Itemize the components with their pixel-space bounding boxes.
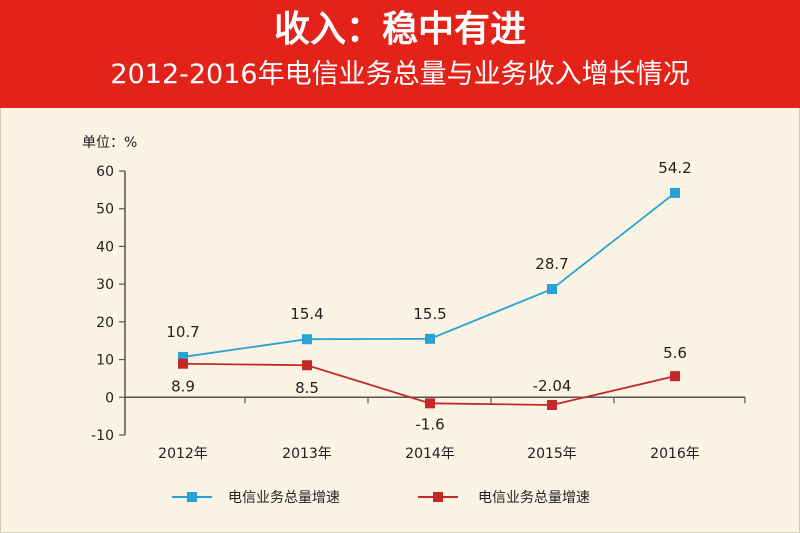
series-blue-point bbox=[178, 351, 188, 362]
legend-label: 电信业务总量增速 bbox=[228, 490, 340, 506]
y-tick-label: 60 bbox=[96, 164, 114, 180]
y-tick-label: 20 bbox=[96, 315, 114, 331]
series-red-point bbox=[178, 358, 188, 369]
y-tick-label: 50 bbox=[96, 202, 114, 218]
data-label: 15.5 bbox=[413, 305, 446, 323]
y-axis-unit-label: 单位：% bbox=[82, 135, 137, 151]
data-label: -2.04 bbox=[533, 377, 572, 395]
header-banner: 收入：稳中有进 2012-2016年电信业务总量与业务收入增长情况 bbox=[0, 0, 800, 108]
y-tick-label: 10 bbox=[96, 353, 114, 369]
data-label: 15.4 bbox=[290, 305, 323, 323]
chart-subtitle: 2012-2016年电信业务总量与业务收入增长情况 bbox=[110, 59, 690, 90]
series-blue-line bbox=[182, 192, 676, 358]
data-label: 54.2 bbox=[658, 159, 691, 177]
y-tick-label: -10 bbox=[91, 428, 114, 444]
data-label: 8.9 bbox=[171, 378, 195, 396]
x-tick-label: 2012年 bbox=[158, 446, 208, 462]
chart-title: 收入：稳中有进 bbox=[273, 9, 526, 50]
data-label: 8.5 bbox=[295, 379, 319, 397]
data-label: 5.6 bbox=[663, 344, 687, 362]
series-red-point bbox=[425, 398, 435, 409]
data-label: -1.6 bbox=[415, 415, 444, 433]
y-tick-label: 40 bbox=[96, 239, 114, 255]
y-tick-label: 0 bbox=[105, 390, 114, 406]
x-tick-label: 2013年 bbox=[282, 446, 332, 462]
series-red-point bbox=[302, 360, 312, 371]
data-label: 10.7 bbox=[166, 323, 199, 341]
series-red-point bbox=[670, 371, 680, 382]
legend-blue-marker bbox=[187, 492, 197, 502]
y-tick-label: 30 bbox=[96, 277, 114, 293]
series-blue-point bbox=[425, 333, 435, 344]
series-blue-point bbox=[547, 284, 557, 295]
data-label: 28.7 bbox=[535, 255, 568, 273]
x-tick-label: 2015年 bbox=[527, 446, 577, 462]
x-tick-label: 2016年 bbox=[650, 446, 700, 462]
series-red-point bbox=[547, 399, 557, 410]
series-blue-point bbox=[670, 187, 680, 198]
legend-red-marker bbox=[433, 492, 443, 502]
series-blue-point bbox=[302, 334, 312, 345]
legend-label: 电信业务总量增速 bbox=[478, 490, 590, 506]
x-tick-label: 2014年 bbox=[405, 446, 455, 462]
